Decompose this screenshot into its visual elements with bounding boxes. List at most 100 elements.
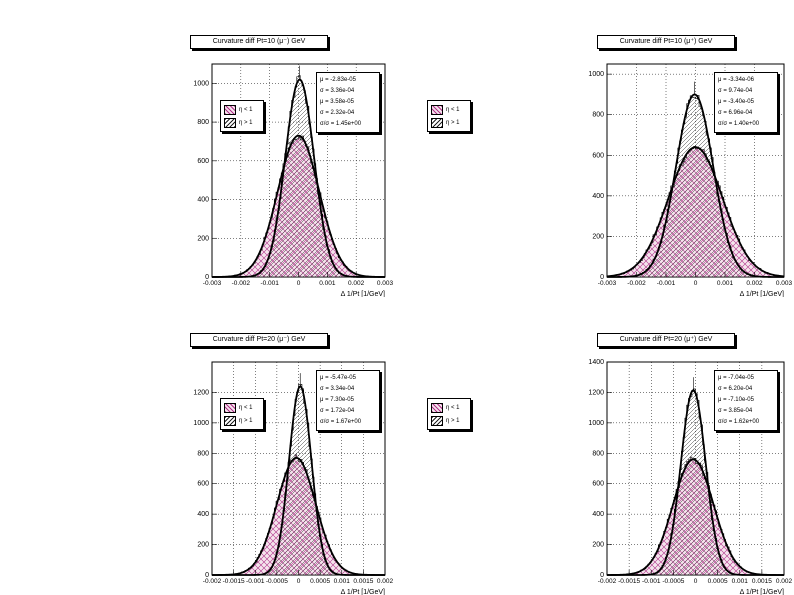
stats-line: σ/σ = 1.45e+00 — [320, 121, 362, 127]
x-tick-label: -0.001 — [642, 578, 661, 585]
fit-curve — [606, 146, 785, 278]
legend-swatch-crosshatch — [431, 403, 443, 413]
y-tick-label: 1000 — [193, 420, 209, 427]
y-tick-label: 0 — [205, 274, 209, 281]
legend: η < 1 η > 1 — [427, 398, 471, 430]
y-tick-label: 800 — [197, 119, 209, 126]
legend-entry: η < 1 — [224, 105, 253, 115]
stats-line: σ = 3.36e-04 — [320, 88, 355, 94]
y-tick-label: 1200 — [588, 389, 604, 396]
fit-curve — [606, 458, 784, 576]
stats-line: μ = -7.04e-05 — [718, 375, 754, 381]
x-tick-label: 0.003 — [377, 280, 394, 287]
stats-line: σ = 6.96e-04 — [718, 110, 753, 116]
x-tick-label: -0.002 — [627, 280, 646, 287]
x-tick-label: 0.002 — [746, 280, 763, 287]
stats-line: μ = 3.58e-05 — [320, 99, 354, 105]
y-tick-label: 1400 — [588, 359, 604, 366]
chart-title: Curvature diff Pt=10 (μ⁺) GeV — [597, 35, 735, 49]
legend-label: η < 1 — [239, 405, 253, 411]
stats-box: μ = -5.47e-05 σ = 3.34e-04 μ = 7.30e-05 σ =… — [316, 370, 380, 431]
x-tick-label: 0.001 — [319, 280, 336, 287]
legend: η < 1 η > 1 — [220, 398, 264, 430]
chart-title: Curvature diff Pt=20 (μ⁻) GeV — [190, 333, 328, 347]
stats-line: σ = 6.20e-04 — [718, 386, 753, 392]
y-tick-label: 600 — [197, 481, 209, 488]
y-tick-label: 0 — [600, 274, 604, 281]
stats-line: σ = 2.32e-04 — [320, 110, 355, 116]
stats-line: μ = 7.30e-05 — [320, 397, 354, 403]
x-tick-label: -0.001 — [246, 578, 265, 585]
x-tick-label: 0.001 — [334, 578, 351, 585]
y-tick-label: 1000 — [588, 420, 604, 427]
x-tick-label: -0.003 — [203, 280, 222, 287]
stats-box: μ = -7.04e-05 σ = 6.20e-04 μ = -7.10e-05 σ … — [714, 370, 778, 431]
legend-entry: η < 1 — [224, 403, 253, 413]
y-tick-label: 800 — [197, 450, 209, 457]
x-tick-label: 0.001 — [732, 578, 749, 585]
legend-entry: η < 1 — [431, 105, 460, 115]
legend-entry: η > 1 — [431, 416, 460, 426]
y-tick-label: 200 — [197, 542, 209, 549]
legend-entry: η > 1 — [224, 118, 253, 128]
x-tick-label: 0.0005 — [310, 578, 330, 585]
legend: η < 1 η > 1 — [427, 100, 471, 132]
x-axis-label: Δ 1/Pt [1/GeV] — [740, 291, 784, 297]
y-tick-label: 800 — [592, 450, 604, 457]
y-tick-label: 1000 — [193, 80, 209, 87]
fit-curve — [212, 385, 385, 576]
x-tick-label: 0.0015 — [353, 578, 373, 585]
x-tick-label: 0.002 — [776, 578, 793, 585]
x-tick-label: -0.001 — [260, 280, 279, 287]
histogram-panel-2: 0 200 400 600 800 1000 -0.003 -0.002 -0.001 0 0.00… — [397, 0, 794, 297]
legend-entry: η < 1 — [431, 403, 460, 413]
x-tick-label: -0.002 — [232, 280, 251, 287]
legend-swatch-hatch — [431, 118, 443, 128]
stats-line: μ = -2.83e-05 — [320, 77, 356, 83]
y-tick-label: 600 — [592, 481, 604, 488]
histogram-panel-4: 0 200 400 600 800 1000 1200 1400 -0.002 -0.0015 -0… — [397, 298, 794, 595]
x-tick-label: -0.001 — [657, 280, 676, 287]
y-tick-label: 200 — [592, 233, 604, 240]
fit-curve — [607, 389, 784, 576]
x-tick-label: -0.0015 — [618, 578, 640, 585]
stats-box: μ = -2.83e-05 σ = 3.36e-04 μ = 3.58e-05 σ =… — [316, 72, 380, 133]
stats-line: σ/σ = 1.40e+00 — [718, 121, 760, 127]
y-tick-label: 600 — [592, 152, 604, 159]
legend-swatch-crosshatch — [224, 105, 236, 115]
x-tick-label: 0.001 — [717, 280, 734, 287]
legend: η < 1 η > 1 — [220, 100, 264, 132]
chart-title: Curvature diff Pt=20 (μ⁺) GeV — [597, 333, 735, 347]
stats-line: σ = 9.74e-04 — [718, 88, 753, 94]
x-tick-label: -0.002 — [598, 578, 617, 585]
x-axis-label: Δ 1/Pt [1/GeV] — [341, 291, 385, 297]
stats-box: μ = -3.34e-06 σ = 9.74e-04 μ = -3.40e-05 σ … — [714, 72, 778, 133]
histogram-panel-3: 0 200 400 600 800 1000 1200 -0.002 -0.0015 -0.001… — [0, 298, 397, 595]
legend-label: η < 1 — [446, 107, 460, 113]
y-tick-label: 400 — [197, 197, 209, 204]
histogram-panel-1: 0 200 400 600 800 1000 -0.003 -0.002 -0.001 0 0.00… — [0, 0, 397, 297]
x-tick-label: 0.002 — [377, 578, 394, 585]
x-axis-label: Δ 1/Pt [1/GeV] — [341, 589, 385, 595]
x-tick-label: 0 — [694, 280, 698, 287]
legend-swatch-crosshatch — [431, 105, 443, 115]
x-tick-label: 0.0005 — [708, 578, 728, 585]
legend-label: η > 1 — [239, 120, 253, 126]
y-tick-label: 400 — [592, 511, 604, 518]
y-tick-label: 0 — [205, 572, 209, 579]
plot-svg: 0 200 400 600 800 1000 -0.003 -0.002 -0.001 0 0.00… — [588, 63, 793, 297]
legend-label: η < 1 — [239, 107, 253, 113]
x-tick-label: 0 — [297, 578, 301, 585]
stats-line: σ/σ = 1.62e+00 — [718, 419, 760, 425]
x-tick-label: -0.0005 — [266, 578, 288, 585]
x-axis-label: Δ 1/Pt [1/GeV] — [740, 589, 784, 595]
stats-line: σ = 1.72e-04 — [320, 408, 355, 414]
x-tick-label: -0.0015 — [223, 578, 245, 585]
x-tick-label: -0.002 — [203, 578, 222, 585]
x-tick-label: 0 — [694, 578, 698, 585]
x-tick-label: -0.003 — [598, 280, 617, 287]
x-tick-label: 0.002 — [348, 280, 365, 287]
y-tick-label: 400 — [197, 511, 209, 518]
x-tick-label: 0.003 — [776, 280, 793, 287]
